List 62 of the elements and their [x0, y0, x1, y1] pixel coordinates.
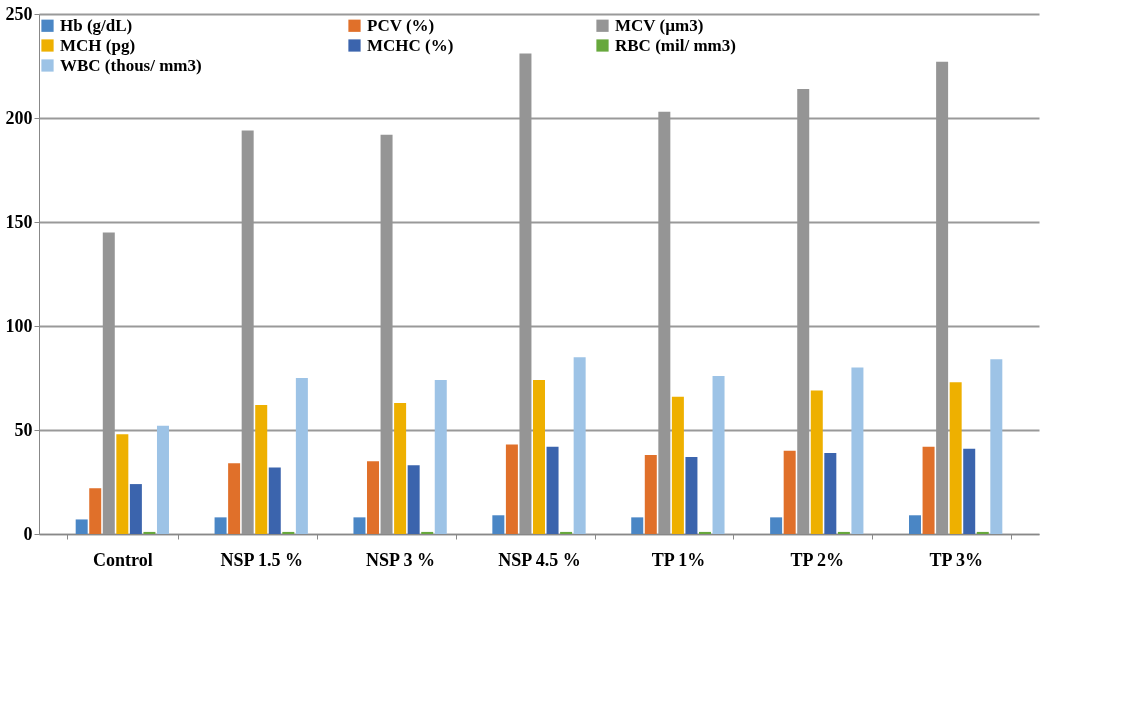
bar: [990, 359, 1003, 534]
x-tick-label: TP 2%: [790, 549, 845, 570]
bar: [367, 461, 380, 534]
bar: [434, 380, 447, 534]
bar: [268, 467, 281, 534]
bar: [685, 457, 698, 534]
bar: [143, 531, 156, 534]
bar: [533, 380, 545, 534]
bar: [909, 515, 922, 534]
x-tick-label: NSP 4.5 %: [498, 549, 581, 570]
bar: [255, 405, 268, 534]
x-tick-label: NSP 1.5 %: [220, 549, 303, 570]
bar: [770, 517, 783, 534]
bar: [949, 382, 962, 534]
legend-label: RBC (mil/ mm3): [615, 35, 736, 55]
bar: [75, 519, 88, 534]
bar: [394, 402, 407, 534]
bar: [712, 375, 725, 534]
legend-label: MCHC (%): [367, 35, 454, 55]
y-tick-label: 150: [5, 211, 33, 232]
x-tick-label: TP 3%: [929, 549, 983, 570]
bar: [837, 531, 850, 534]
bar: [824, 452, 837, 534]
y-tick-label: 100: [5, 315, 33, 336]
bar: [976, 531, 989, 534]
bar: [783, 450, 796, 534]
x-tick-label: TP 1%: [651, 549, 706, 570]
bar: [922, 446, 935, 534]
bar: [631, 517, 644, 534]
legend-label: Hb (g/dL): [60, 15, 133, 35]
x-tick-label: Control: [93, 549, 153, 570]
y-tick-label: 250: [5, 3, 33, 24]
bar: [214, 517, 227, 534]
y-tick-label: 50: [14, 419, 33, 440]
bar: [407, 465, 420, 534]
legend-label: WBC (thous/ mm3): [60, 55, 202, 75]
legend-label: MCH (pg): [60, 35, 136, 55]
bar: [644, 454, 657, 534]
bar: [89, 488, 102, 534]
y-tick-label: 200: [5, 107, 33, 128]
bar: [698, 531, 711, 534]
bar: [156, 425, 169, 534]
bar: [295, 378, 308, 534]
bar: [560, 531, 573, 534]
bar: [228, 463, 241, 534]
legend-label: MCV (µm3): [615, 15, 704, 35]
legend-label: PCV (%): [367, 15, 435, 35]
bar: [421, 531, 434, 534]
bar: [353, 517, 366, 534]
bar: [963, 448, 976, 534]
bar: [851, 367, 864, 534]
bar: [573, 357, 586, 534]
bar: [116, 434, 129, 534]
bar: [492, 515, 505, 534]
bar: [282, 531, 295, 534]
bar: [810, 390, 823, 534]
bar: [546, 446, 559, 534]
bar: [129, 484, 142, 534]
bar: [671, 396, 684, 534]
y-tick-label: 0: [23, 523, 33, 544]
bar: [505, 444, 518, 534]
x-tick-label: NSP 3 %: [366, 549, 436, 570]
